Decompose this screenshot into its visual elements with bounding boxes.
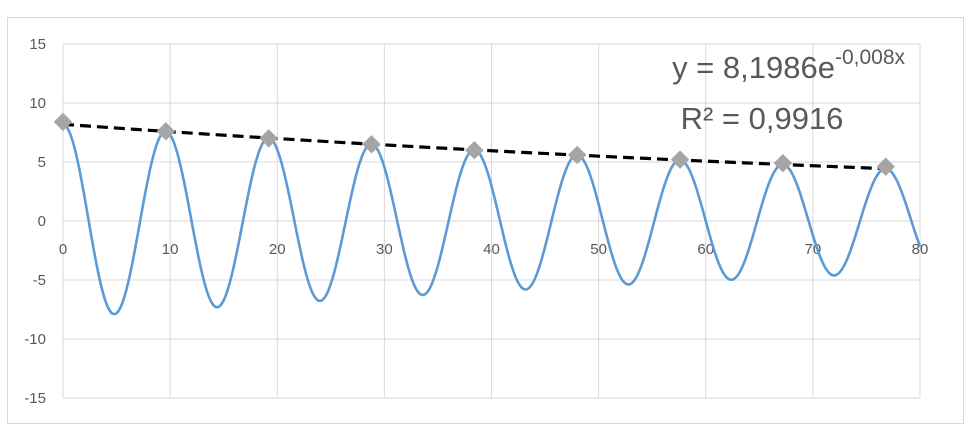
y-tick-label: 0 [38, 213, 46, 230]
equation-exponent: -0,008x [835, 46, 906, 69]
x-tick-label: 60 [697, 241, 714, 258]
y-tick-label: -15 [24, 390, 46, 407]
peak-marker [773, 153, 793, 173]
x-tick-label: 50 [590, 241, 607, 258]
peak-marker [465, 140, 484, 160]
x-tick-label: 0 [59, 241, 67, 258]
trendline-equation: y = 8,1986e-0,008x [672, 46, 905, 85]
peak-marker [156, 122, 176, 141]
x-tick-label: 30 [376, 241, 393, 258]
oscillation-series [62, 122, 922, 316]
x-tick-label: 20 [269, 241, 286, 258]
y-tick-label: -10 [24, 331, 46, 348]
y-tick-label: 10 [29, 95, 46, 112]
peak-marker [259, 129, 278, 148]
r-squared-label: R² = 0,9916 [681, 101, 844, 136]
equation-base: y = 8,1986e [672, 50, 835, 85]
peak-marker [53, 112, 73, 132]
peak-markers [53, 112, 895, 176]
x-tick-label: 40 [483, 241, 500, 258]
x-tick-label: 80 [912, 241, 929, 258]
y-tick-label: -5 [33, 272, 46, 289]
x-tick-label: 10 [162, 241, 179, 258]
x-axis-tick-labels: 0 10 20 30 40 50 60 70 80 [59, 241, 929, 258]
y-tick-label: 15 [29, 36, 46, 53]
peak-marker [362, 135, 381, 154]
peak-marker [567, 145, 587, 165]
y-tick-label: 5 [38, 154, 46, 171]
gridlines [62, 43, 921, 399]
oscillation-line [62, 122, 922, 316]
y-axis-tick-labels: 15 10 5 0 -5 -10 -15 [24, 36, 46, 407]
peak-marker [670, 150, 690, 169]
peak-marker [876, 157, 895, 176]
